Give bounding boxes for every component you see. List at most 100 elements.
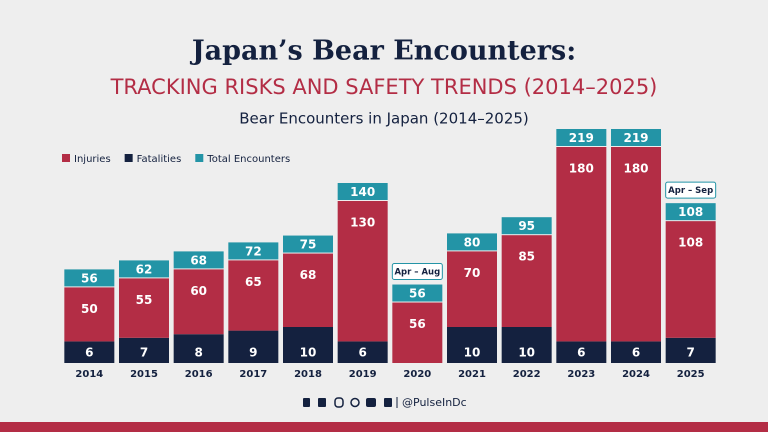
bar-segment [173, 269, 224, 335]
bar-segment [64, 341, 115, 363]
bar-segment [64, 287, 115, 342]
bar-segment [228, 260, 279, 331]
x-tick-label: 2021 [458, 369, 486, 380]
data-label: 50 [81, 302, 98, 316]
total-cap [228, 242, 279, 260]
bar-segment [611, 147, 661, 342]
legend-label: Injuries [74, 154, 111, 165]
bar-segment [119, 278, 169, 338]
x-tick-label: 2024 [622, 369, 650, 380]
data-label: 10 [464, 346, 481, 360]
data-label: 85 [518, 250, 535, 264]
x-tick-label: 2025 [677, 369, 705, 380]
legend-label: Total Encounters [206, 154, 290, 165]
footer-handle: @PulseInDc [402, 396, 467, 409]
total-cap [64, 269, 115, 287]
data-label: 180 [623, 162, 648, 176]
data-label: 56 [409, 317, 426, 331]
annotation-box [391, 263, 443, 281]
icon [334, 397, 344, 408]
total-cap [173, 251, 224, 269]
chart-title: Japan’s Bear Encounters: [190, 36, 576, 67]
data-label: 6 [632, 346, 640, 360]
data-label: 80 [464, 235, 481, 249]
x-tick-label: 2014 [75, 369, 103, 380]
data-label: 68 [300, 268, 317, 282]
legend-swatch [124, 154, 133, 162]
bottom-stripe [0, 422, 768, 432]
total-cap [392, 284, 443, 302]
data-label: 70 [464, 266, 481, 280]
bar-segment [283, 253, 333, 327]
data-label: 219 [623, 131, 648, 145]
x-tick-label: 2023 [567, 369, 595, 380]
bar-segment [501, 235, 552, 327]
bar-segment [447, 327, 497, 363]
data-label: 8 [194, 346, 202, 360]
social-icons [303, 397, 398, 408]
data-label: 108 [678, 236, 703, 250]
bar-segment [283, 327, 333, 363]
bar-segment [337, 201, 388, 342]
bar-segment [447, 251, 497, 327]
bar-segment [556, 341, 607, 363]
icon [384, 398, 392, 407]
bar-segment [173, 334, 224, 363]
bar-segment [392, 302, 443, 363]
data-label: 180 [569, 162, 594, 176]
x-tick-label: 2020 [403, 369, 431, 380]
bar-segment [501, 327, 552, 363]
data-label: 60 [190, 284, 207, 298]
total-cap [283, 235, 333, 253]
chart-subtitle: TRACKING RISKS AND SAFETY TRENDS (2014–2… [110, 75, 658, 99]
bar-segment [665, 337, 716, 363]
icon [366, 398, 376, 407]
data-label: 108 [678, 205, 703, 219]
bar-segment [611, 341, 661, 363]
data-label: 130 [350, 216, 375, 230]
icon [303, 398, 310, 407]
data-label: 10 [300, 346, 317, 360]
annotation: Apr – Aug [394, 268, 440, 278]
bar-segment [119, 337, 169, 363]
data-label: 7 [686, 346, 694, 360]
data-label: 219 [569, 131, 594, 145]
chart-heading: Bear Encounters in Japan (2014–2025) [239, 110, 529, 128]
annotation-box [665, 181, 717, 199]
annotation: Apr – Sep [668, 186, 713, 196]
data-label: 56 [409, 287, 426, 301]
data-label: 62 [136, 262, 153, 276]
x-tick-label: 2022 [513, 369, 541, 380]
bar-segment [228, 330, 279, 363]
data-label: 65 [245, 275, 262, 289]
data-label: 68 [190, 253, 207, 267]
data-label: 9 [249, 346, 257, 360]
data-label: 10 [518, 346, 535, 360]
total-cap [447, 233, 497, 251]
total-cap [119, 260, 169, 278]
data-label: 72 [245, 244, 262, 258]
data-label: 140 [350, 185, 375, 199]
bar-segment [556, 147, 607, 342]
x-tick-label: 2017 [239, 369, 267, 380]
total-cap [665, 203, 716, 221]
total-cap [337, 183, 388, 200]
total-cap [556, 129, 607, 146]
icon [350, 397, 360, 408]
x-tick-label: 2018 [294, 369, 322, 380]
data-label: 6 [85, 346, 93, 360]
legend-swatch [195, 154, 204, 162]
data-label: 6 [577, 346, 585, 360]
x-tick-label: 2016 [185, 369, 213, 380]
icon [318, 398, 326, 407]
total-cap [611, 129, 661, 146]
data-label: 55 [136, 293, 153, 307]
legend-swatch [62, 154, 70, 162]
bar-segment [337, 341, 388, 363]
x-tick-label: 2015 [130, 369, 158, 380]
data-label: 56 [81, 271, 98, 285]
x-tick-label: 2019 [349, 369, 377, 380]
data-label: 75 [300, 238, 317, 252]
bar-segment [665, 221, 716, 338]
